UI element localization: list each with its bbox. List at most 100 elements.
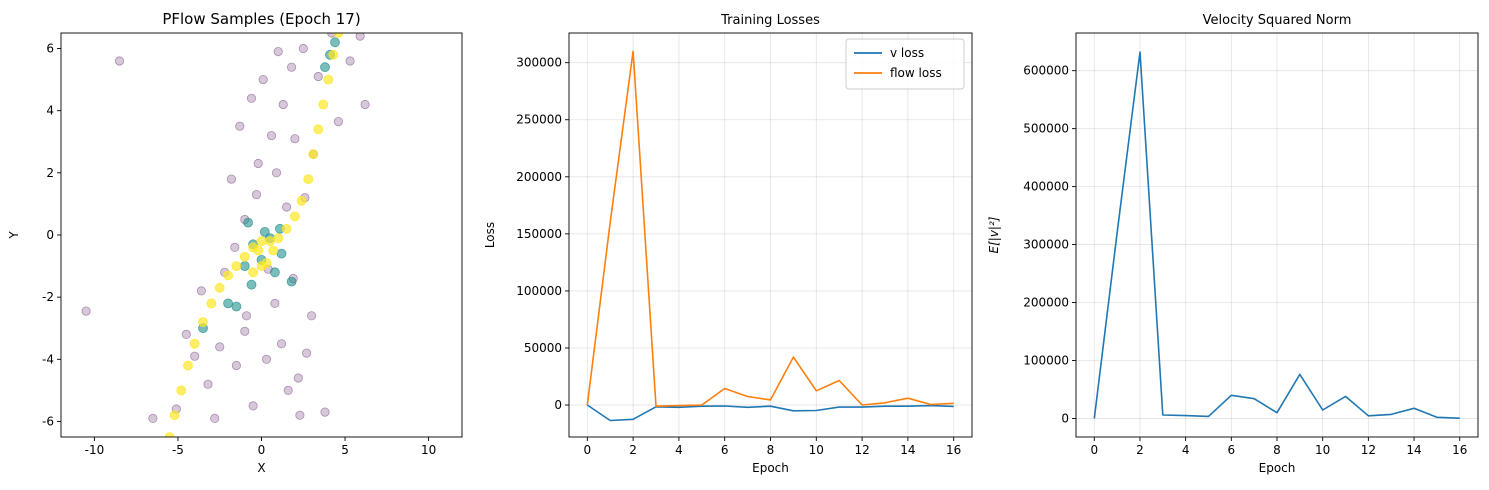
- y-tick-label: 500000: [1023, 122, 1069, 136]
- scatter-point: [266, 131, 277, 141]
- y-tick-label: 600000: [1023, 64, 1069, 78]
- scatter-point: [210, 413, 220, 423]
- scatter-point: [283, 385, 293, 395]
- scatter-point: [256, 236, 267, 247]
- y-tick-label: 0: [554, 398, 562, 412]
- legend: v loss flow loss: [845, 38, 965, 90]
- scatter-point: [114, 56, 125, 66]
- scatter-point: [323, 74, 334, 85]
- scatter-point: [289, 211, 300, 222]
- scatter-point: [303, 174, 314, 185]
- scatter-point: [223, 298, 234, 309]
- scatter-point: [253, 158, 263, 169]
- scatter-point: [259, 226, 270, 237]
- scatter-point: [296, 195, 307, 206]
- scatter-point: [164, 432, 175, 437]
- y-tick-label: -2: [42, 290, 54, 304]
- x-tick-label: 0: [258, 443, 266, 457]
- scatter-point: [169, 410, 180, 421]
- scatter-point: [333, 33, 344, 38]
- chart-title: Training Losses: [720, 13, 820, 28]
- chart-title: PFlow Samples (Epoch 17): [162, 10, 360, 28]
- x-tick-label: 4: [675, 443, 683, 457]
- y-tick-label: 4: [46, 104, 54, 118]
- scatter-point: [235, 121, 245, 131]
- scatter-point: [281, 202, 292, 212]
- x-tick-label: 5: [341, 443, 349, 457]
- x-tick-label: 10: [1315, 443, 1330, 457]
- scatter-point: [81, 306, 91, 316]
- y-tick-label: 300000: [516, 56, 562, 70]
- velocity-norm-panel: 0 2 4 6 8 10 12 14 16 0 100000 200000 300000 400000 50…: [987, 13, 1479, 475]
- scatter-point: [231, 360, 241, 371]
- scatter-panel: -10 -5 0 5 10 -6 -4 -2 0 2 4 6 PFlow Samples (Epoch …: [7, 10, 463, 475]
- y-tick-label: 2: [46, 166, 54, 180]
- x-tick-label: 0: [583, 443, 591, 457]
- y-tick-label: 200000: [1023, 296, 1069, 310]
- plot-area: [586, 50, 954, 422]
- scatter-point: [278, 99, 288, 110]
- scatter-point: [293, 373, 303, 383]
- scatter-point: [276, 339, 287, 349]
- scatter-point: [271, 168, 282, 178]
- scatter-point: [241, 311, 252, 321]
- scatter-point: [320, 407, 330, 417]
- scatter-point: [270, 298, 280, 308]
- x-tick-label: 6: [1227, 443, 1235, 457]
- scatter-point: [261, 258, 272, 268]
- scatter-point: [253, 245, 264, 256]
- y-tick-label: 50000: [524, 341, 562, 355]
- y-tick-label: 0: [1061, 411, 1069, 425]
- y-tick-label: 400000: [1023, 180, 1069, 194]
- y-tick-label: -4: [42, 352, 54, 366]
- scatter-point: [246, 93, 257, 103]
- scatter-point: [313, 124, 324, 135]
- scatter-point: [230, 242, 240, 252]
- scatter-point: [190, 351, 200, 361]
- scatter-point: [261, 354, 272, 364]
- y-tick-label: 0: [46, 228, 54, 242]
- plot-area: [1093, 51, 1460, 419]
- y-tick-label: 300000: [1023, 238, 1069, 252]
- scatter-point: [264, 236, 275, 247]
- y-tick-label: 250000: [516, 113, 562, 127]
- scatter-point: [268, 245, 279, 256]
- y-tick-label: 100000: [1023, 353, 1069, 367]
- scatter-point: [320, 62, 330, 73]
- scatter-point: [231, 261, 242, 272]
- x-tick-label: 14: [900, 443, 915, 457]
- scatter-point: [258, 75, 268, 85]
- scatter-point: [223, 270, 234, 281]
- x-tick-label: 2: [629, 443, 637, 457]
- scatter-point: [306, 311, 317, 321]
- scatter-point: [328, 49, 339, 60]
- series-line: [1093, 51, 1460, 419]
- scatter-point: [281, 223, 292, 234]
- x-tick-label: 8: [1273, 443, 1281, 457]
- chart-title: Velocity Squared Norm: [1203, 13, 1352, 28]
- x-axis-label: X: [257, 461, 265, 475]
- x-tick-label: 14: [1406, 443, 1421, 457]
- scatter-point: [308, 149, 319, 160]
- x-tick-label: 16: [946, 443, 961, 457]
- scatter-point: [298, 43, 308, 54]
- scatter-point: [198, 317, 208, 327]
- x-tick-label: 8: [767, 443, 775, 457]
- scatter-point: [203, 379, 213, 389]
- scatter-point: [183, 360, 193, 371]
- y-axis-label: Loss: [483, 222, 497, 248]
- scatter-point: [196, 286, 206, 296]
- y-tick-label: 100000: [516, 284, 562, 298]
- y-axis-label: Y: [7, 231, 21, 240]
- x-tick-label: 2: [1136, 443, 1144, 457]
- x-tick-label: 12: [1361, 443, 1376, 457]
- scatter-point: [176, 385, 187, 396]
- scatter-point: [248, 267, 259, 278]
- scatter-point: [345, 56, 355, 66]
- legend-entry: v loss: [890, 46, 924, 60]
- legend-entry: flow loss: [890, 66, 942, 80]
- x-tick-label: -5: [172, 443, 184, 457]
- scatter-point: [231, 301, 242, 312]
- y-tick-label: 6: [46, 42, 54, 56]
- series-line: [586, 50, 954, 408]
